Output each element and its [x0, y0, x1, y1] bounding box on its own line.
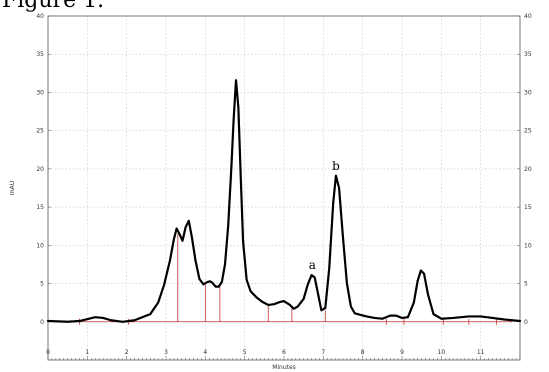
y-tick-label-right: 10 — [524, 242, 532, 249]
x-axis-title: Minutes — [272, 364, 296, 371]
y-tick-label-left: 25 — [36, 128, 44, 135]
series-line — [46, 79, 522, 323]
y-tick-label-left: 35 — [36, 51, 44, 58]
x-tick-label: 2 — [125, 349, 129, 356]
integration-marks — [79, 233, 513, 325]
y-tick-label-left: 15 — [36, 204, 44, 211]
y-tick-label-left: 10 — [36, 242, 44, 249]
peak-label: b — [332, 159, 340, 173]
y-tick-label-left: 5 — [40, 281, 44, 288]
x-tick-label: 4 — [203, 349, 207, 356]
y-tick-label-right: 20 — [524, 166, 532, 173]
gridlines — [48, 15, 520, 360]
x-tick-label: 11 — [477, 349, 485, 356]
y-tick-label-right: 25 — [524, 128, 532, 135]
x-tick-label: 7 — [321, 349, 325, 356]
y-axis-title: mAU — [9, 181, 16, 195]
figure-heading: Figure 1. — [2, 0, 105, 13]
y-tick-label-right: 0 — [524, 319, 528, 326]
x-tick-label: 5 — [243, 349, 247, 356]
x-tick-label: 10 — [438, 349, 446, 356]
y-tick-label-right: 5 — [524, 281, 528, 288]
y-tick-label-left: 30 — [36, 89, 44, 96]
y-tick-label-right: 35 — [524, 51, 532, 58]
peak-annotations: ab — [309, 159, 340, 272]
x-tick-label: 8 — [361, 349, 365, 356]
y-tick-label-right: 40 — [524, 13, 532, 20]
x-tick-label: 6 — [282, 349, 286, 356]
y-tick-label-right: 30 — [524, 89, 532, 96]
x-tick-label: 0 — [46, 349, 50, 356]
y-tick-label-left: 0 — [40, 319, 44, 326]
x-tick-label: 3 — [164, 349, 168, 356]
y-tick-label-left: 40 — [36, 13, 44, 20]
tick-labels: 0 0 5 5 10 10 15 15 20 20 25 25 30 30 35 35 40 40 0 1 2 3 4 5 6 7… — [36, 13, 531, 356]
x-tick-label: 1 — [85, 349, 89, 356]
series-layer — [46, 79, 522, 323]
peak-label: a — [309, 258, 316, 272]
x-tick-label: 9 — [400, 349, 404, 356]
y-tick-label-left: 20 — [36, 166, 44, 173]
y-tick-label-right: 15 — [524, 204, 532, 211]
